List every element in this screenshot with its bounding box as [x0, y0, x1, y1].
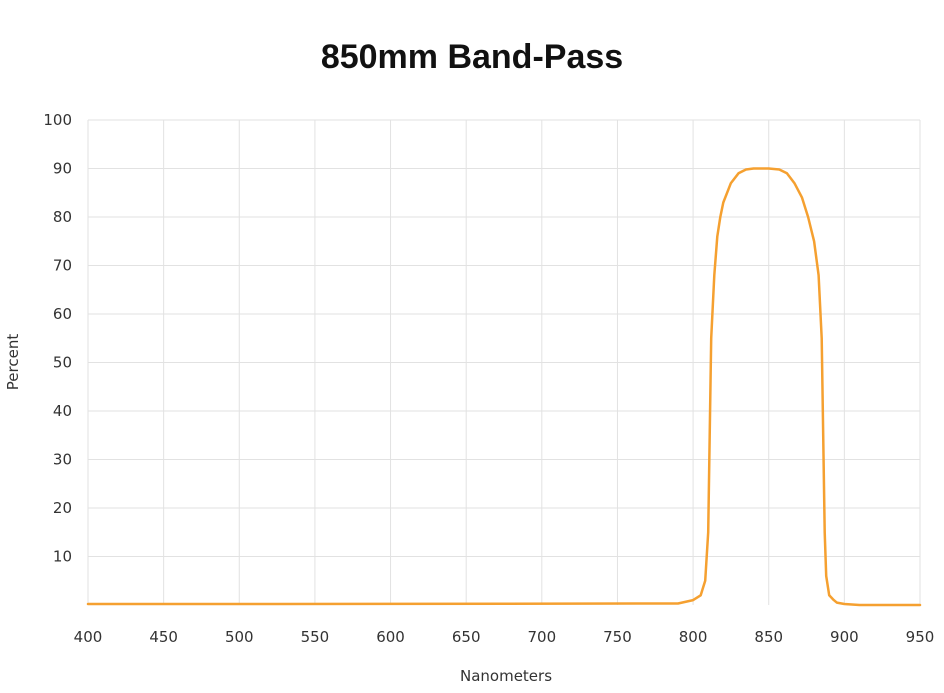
x-tick-label: 800: [679, 628, 708, 646]
y-tick-label: 50: [53, 354, 72, 372]
y-tick-label: 80: [53, 208, 72, 226]
y-axis-label: Percent: [4, 334, 22, 391]
grid-lines: [87, 119, 921, 605]
y-tick-label: 20: [53, 499, 72, 517]
y-tick-label: 60: [53, 305, 72, 323]
y-tick-label: 100: [43, 111, 72, 129]
x-tick-label: 850: [754, 628, 783, 646]
x-tick-label: 400: [74, 628, 103, 646]
y-tick-label: 90: [53, 160, 72, 178]
y-tick-label: 30: [53, 451, 72, 469]
x-tick-label: 450: [149, 628, 178, 646]
x-axis-label: Nanometers: [460, 667, 552, 685]
x-tick-label: 650: [452, 628, 481, 646]
series-line: [86, 167, 922, 607]
y-tick-label: 70: [53, 257, 72, 275]
y-tick-label: 10: [53, 548, 72, 566]
x-tick-label: 750: [603, 628, 632, 646]
x-tick-label: 900: [830, 628, 859, 646]
series-layer: [86, 167, 922, 607]
x-tick-label: 600: [376, 628, 405, 646]
y-tick-label: 40: [53, 402, 72, 420]
x-tick-label: 700: [527, 628, 556, 646]
chart-title: 850mm Band-Pass: [320, 38, 624, 76]
x-tick-label: 500: [225, 628, 254, 646]
x-tick-label: 550: [301, 628, 330, 646]
x-tick-label: 950: [906, 628, 935, 646]
tick-labels: 400 450 500 550 600 650 700 750 800 850 900 950 10 20…: [43, 111, 934, 646]
